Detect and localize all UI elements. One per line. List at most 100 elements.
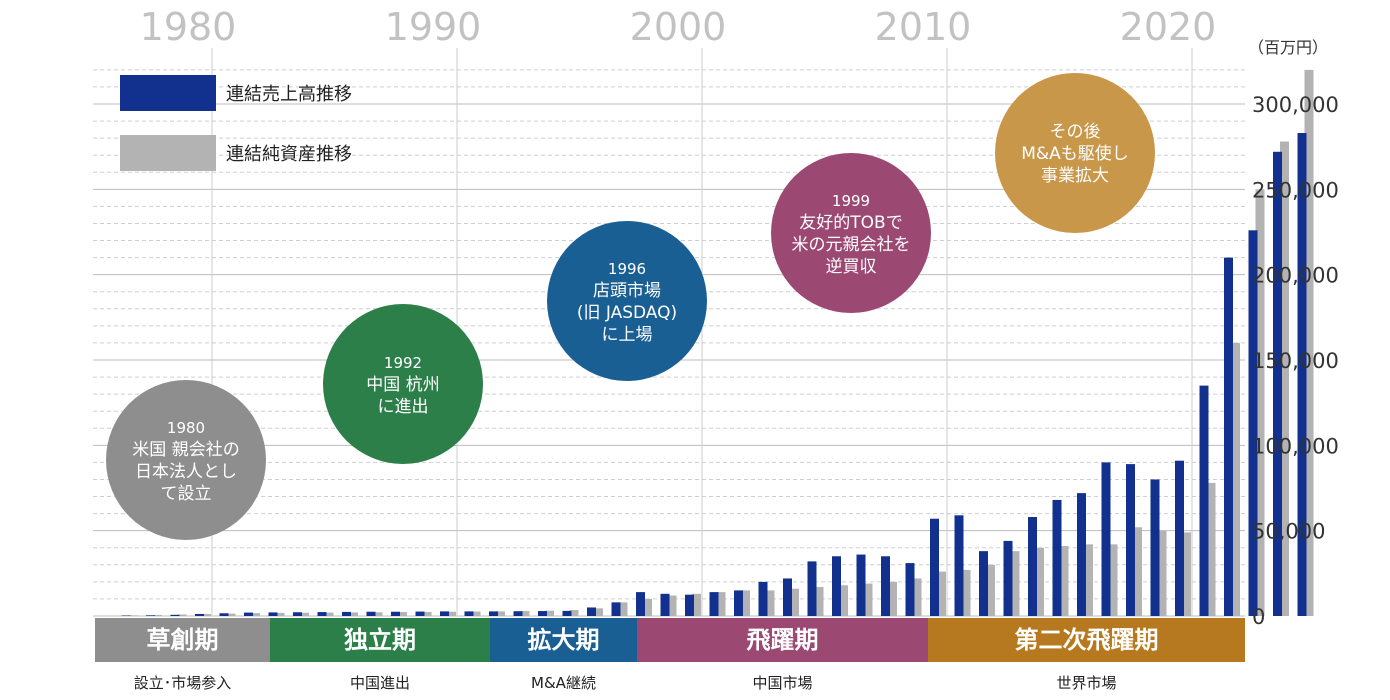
sales-bar bbox=[440, 611, 449, 616]
net-assets-bar bbox=[667, 595, 677, 616]
phase-block bbox=[637, 618, 928, 662]
milestone-text: 店頭市場 bbox=[593, 281, 661, 301]
net-assets-bar bbox=[324, 612, 334, 616]
phase-block bbox=[270, 618, 490, 662]
net-assets-bar bbox=[520, 611, 530, 616]
net-assets-bar bbox=[1108, 544, 1118, 616]
net-assets-bar bbox=[1010, 551, 1020, 616]
net-assets-bar bbox=[888, 581, 897, 616]
net-assets-bar bbox=[1280, 141, 1289, 616]
net-assets-bar bbox=[1084, 544, 1093, 616]
milestone-bubble bbox=[323, 304, 483, 464]
net-assets-bar bbox=[643, 598, 652, 616]
milestone-text: 米国 親会社の bbox=[132, 440, 239, 460]
phase-label: 独立期 bbox=[344, 626, 416, 654]
net-assets-bar bbox=[961, 569, 971, 616]
net-assets-bar bbox=[1182, 532, 1191, 616]
net-assets-bar bbox=[1035, 547, 1044, 616]
net-assets-bar bbox=[1157, 530, 1167, 616]
sales-bar bbox=[513, 611, 523, 616]
net-assets-bar bbox=[226, 613, 236, 616]
legend: 連結売上高推移 連結純資産推移 bbox=[120, 75, 352, 171]
net-assets-bar bbox=[692, 593, 701, 616]
net-assets-bar bbox=[1133, 527, 1142, 616]
sales-bar bbox=[1273, 151, 1282, 616]
net-assets-bar bbox=[839, 585, 848, 616]
decade-label: 2000 bbox=[630, 5, 727, 49]
milestone-text: 日本法人とし bbox=[135, 462, 237, 482]
net-assets-bar bbox=[765, 590, 775, 616]
net-assets-bar bbox=[177, 614, 187, 616]
net-assets-bar bbox=[447, 611, 456, 616]
sales-bar bbox=[587, 607, 596, 616]
sales-bar bbox=[905, 563, 915, 616]
sales-bar bbox=[856, 554, 866, 616]
sales-bar bbox=[1297, 133, 1307, 616]
net-assets-bar bbox=[986, 564, 995, 616]
net-assets-bar bbox=[471, 611, 481, 616]
decade-label: 2020 bbox=[1120, 5, 1217, 49]
sales-bar bbox=[244, 612, 253, 616]
y-axis-unit: （百万円） bbox=[1248, 38, 1328, 57]
bar-area bbox=[121, 69, 1314, 617]
sales-bar bbox=[1101, 462, 1111, 616]
net-assets-bar bbox=[202, 613, 211, 616]
sales-bar bbox=[636, 592, 645, 616]
net-assets-bar bbox=[373, 612, 383, 616]
milestone-text: 友好的TOBで bbox=[799, 213, 902, 233]
y-tick-label: 150,000 bbox=[1252, 349, 1339, 373]
milestone-year: 1996 bbox=[608, 260, 646, 278]
y-tick-label: 250,000 bbox=[1252, 178, 1339, 202]
y-tick-label: 0 bbox=[1252, 605, 1265, 629]
phase-label: 拡大期 bbox=[528, 626, 600, 654]
decade-lines: 1980 1990 2000 2010 2020 bbox=[140, 5, 1217, 616]
phase-block bbox=[928, 618, 1245, 662]
sales-bar bbox=[1199, 385, 1209, 616]
y-tick-label: 300,000 bbox=[1252, 93, 1339, 117]
milestone-text: その後 bbox=[1050, 122, 1101, 142]
net-assets-bar bbox=[275, 612, 285, 616]
milestone-bubble bbox=[995, 73, 1155, 233]
sales-bar bbox=[464, 611, 474, 616]
net-assets-bar bbox=[349, 612, 358, 616]
sales-bar bbox=[807, 561, 817, 616]
sales-bar bbox=[195, 613, 204, 616]
net-assets-bar bbox=[618, 602, 628, 616]
net-assets-bar bbox=[1206, 482, 1216, 616]
milestone-bubble bbox=[547, 221, 707, 381]
sales-bar bbox=[783, 578, 792, 616]
phase-label: 第二次飛躍期 bbox=[1015, 626, 1159, 654]
sales-bar bbox=[562, 610, 572, 616]
net-assets-bar bbox=[569, 610, 579, 616]
sales-bar bbox=[1126, 464, 1135, 616]
net-assets-bar bbox=[1255, 189, 1265, 617]
sales-bar bbox=[391, 611, 400, 616]
net-assets-bar bbox=[128, 615, 138, 616]
sales-bar bbox=[1150, 479, 1160, 616]
milestone-text: 事業拡大 bbox=[1041, 166, 1109, 186]
milestone-text: M&Aも駆使し bbox=[1021, 143, 1129, 164]
net-assets-bar bbox=[251, 613, 260, 616]
phase-sub-label: 中国市場 bbox=[752, 674, 812, 692]
y-tick-label: 100,000 bbox=[1252, 434, 1339, 458]
sales-bar bbox=[734, 590, 743, 616]
sales-bar bbox=[170, 614, 180, 616]
sales-bar bbox=[366, 611, 376, 616]
net-assets-bar bbox=[814, 586, 824, 616]
sales-bar bbox=[832, 556, 841, 616]
sales-bar bbox=[954, 515, 964, 616]
phase-label: 飛躍期 bbox=[747, 626, 819, 654]
milestone-text: に上場 bbox=[602, 325, 653, 345]
legend-swatch-net-assets bbox=[120, 135, 216, 171]
phase-sub-label: 中国進出 bbox=[350, 674, 410, 692]
sales-bar bbox=[293, 612, 302, 616]
net-assets-bar bbox=[937, 571, 946, 616]
milestone-text: て設立 bbox=[161, 484, 212, 504]
sales-bar bbox=[1077, 493, 1086, 616]
y-tick-label: 200,000 bbox=[1252, 264, 1339, 288]
sales-bar bbox=[219, 613, 229, 616]
sales-bar bbox=[660, 593, 670, 616]
decade-label: 1980 bbox=[140, 5, 237, 49]
